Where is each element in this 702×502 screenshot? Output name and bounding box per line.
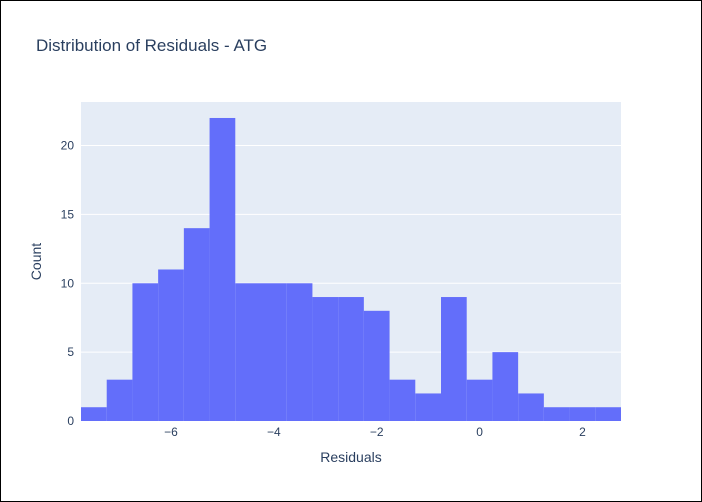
histogram-bar (312, 297, 339, 421)
histogram-bar (132, 283, 159, 421)
histogram-bar (338, 297, 364, 421)
histogram-bar (492, 352, 519, 421)
histogram-bar (389, 379, 416, 421)
histogram-bar (415, 393, 441, 421)
y-tick-label: 0 (67, 414, 74, 428)
y-tick-label: 5 (67, 345, 74, 359)
histogram-bar (261, 283, 287, 421)
histogram-bar (235, 283, 261, 421)
x-tick-label: −4 (267, 425, 281, 439)
histogram-bar (158, 269, 184, 421)
y-axis-title: Count (28, 243, 44, 280)
histogram-bar (518, 393, 544, 421)
histogram-bars (81, 117, 621, 422)
histogram-bar (595, 407, 621, 421)
histogram-bar (183, 228, 210, 421)
chart-title: Distribution of Residuals - ATG (36, 36, 268, 55)
histogram-bar (466, 379, 493, 421)
x-axis-ticks: −6 −4 −2 0 2 (164, 425, 586, 439)
histogram-bar (569, 407, 596, 421)
x-tick-label: 2 (579, 425, 586, 439)
histogram-bar (209, 117, 236, 422)
histogram-bar (286, 283, 313, 421)
histogram-bar (363, 310, 390, 421)
histogram-bar (81, 407, 107, 421)
x-tick-label: 0 (476, 425, 483, 439)
x-tick-label: −2 (370, 425, 384, 439)
y-axis-ticks: 0 5 10 15 20 (61, 139, 75, 428)
histogram-bar (441, 297, 467, 421)
histogram-bar (106, 379, 133, 421)
x-tick-label: −6 (164, 425, 178, 439)
x-axis-title: Residuals (320, 449, 381, 465)
y-tick-label: 15 (61, 207, 75, 221)
y-tick-label: 10 (61, 276, 75, 290)
histogram-bar (543, 407, 570, 421)
y-tick-label: 20 (61, 139, 75, 153)
